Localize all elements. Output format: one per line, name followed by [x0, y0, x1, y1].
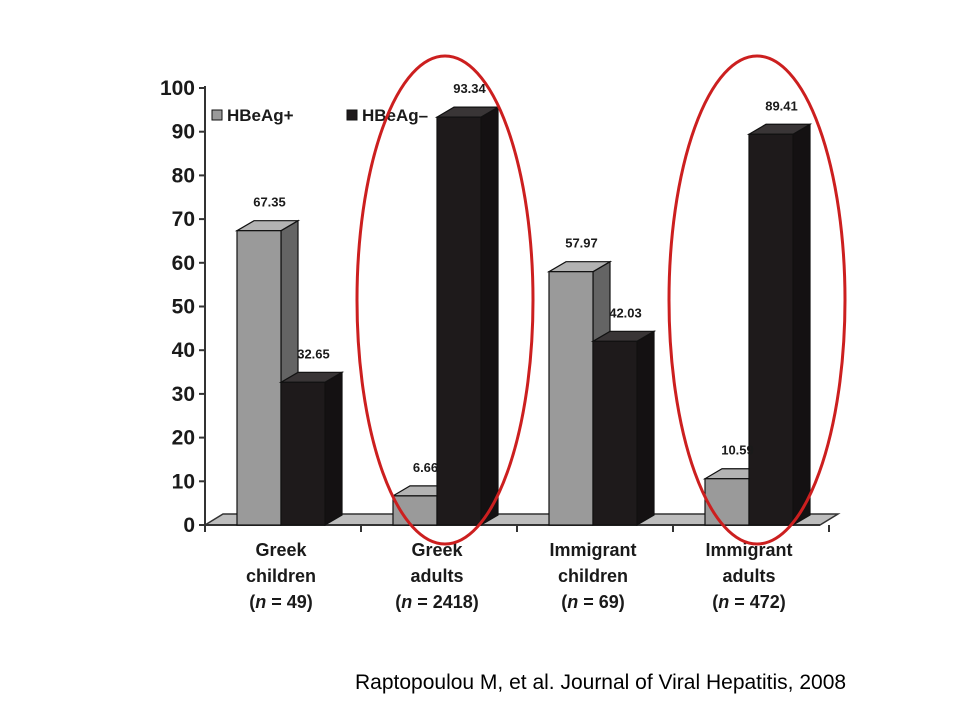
bar-front-face	[704, 478, 750, 526]
bar-front-face	[236, 230, 282, 526]
data-label: 6.66	[413, 460, 438, 475]
highlight-ellipse	[355, 54, 535, 546]
data-label: 57.97	[565, 236, 598, 251]
legend-swatch	[346, 109, 358, 121]
x-category-label: Immigrant	[705, 540, 792, 560]
x-category-label: adults	[722, 566, 775, 586]
bar-side-face	[636, 330, 655, 527]
y-tick-label: 20	[172, 427, 195, 450]
bar-front-face	[748, 133, 794, 526]
y-tick-label: 60	[172, 252, 195, 275]
x-category-label: adults	[410, 566, 463, 586]
x-category-label: Immigrant	[549, 540, 636, 560]
y-tick-label: 80	[172, 164, 195, 187]
highlight-ellipse	[667, 54, 847, 546]
y-tick-label: 0	[183, 514, 195, 537]
x-category-label: children	[246, 566, 316, 586]
data-label: 32.65	[297, 346, 330, 361]
y-tick-label: 40	[172, 339, 195, 362]
data-label: 10.59	[721, 443, 754, 458]
data-label: 67.35	[253, 195, 286, 210]
bar-front-face	[548, 271, 594, 526]
data-label: 89.41	[765, 98, 798, 113]
legend-label: HBeAg+	[227, 106, 294, 125]
citation-text: Raptopoulou M, et al. Journal of Viral H…	[355, 671, 847, 694]
x-category-label: children	[558, 566, 628, 586]
bar-hbeag-neg-1	[434, 106, 501, 527]
data-label: 93.34	[453, 81, 486, 96]
bar-side-face	[480, 106, 499, 527]
y-tick-label: 50	[172, 296, 195, 319]
bar-side-face	[792, 123, 811, 527]
bar-front-face	[592, 340, 638, 526]
y-tick-label: 10	[172, 470, 195, 493]
x-category-label: Greek	[255, 540, 307, 560]
bar-hbeag-neg-3	[746, 123, 813, 527]
x-category-n-label: (n = 49)	[249, 592, 313, 612]
y-tick-label: 100	[160, 77, 195, 100]
legend-swatch	[211, 109, 223, 121]
x-category-n-label: (n = 2418)	[395, 592, 479, 612]
bar-hbeag-neg-0	[278, 371, 345, 527]
y-tick-label: 70	[172, 208, 195, 231]
x-category-n-label: (n = 69)	[561, 592, 625, 612]
y-tick-label: 90	[172, 121, 195, 144]
legend-label: HBeAg–	[362, 106, 428, 125]
x-category-n-label: (n = 472)	[712, 592, 786, 612]
bar-front-face	[436, 116, 482, 526]
bar-front-face	[280, 381, 326, 526]
y-tick-label: 30	[172, 383, 195, 406]
bar-side-face	[324, 371, 343, 527]
data-label: 42.03	[609, 305, 642, 320]
bar-hbeag-neg-2	[590, 330, 657, 527]
